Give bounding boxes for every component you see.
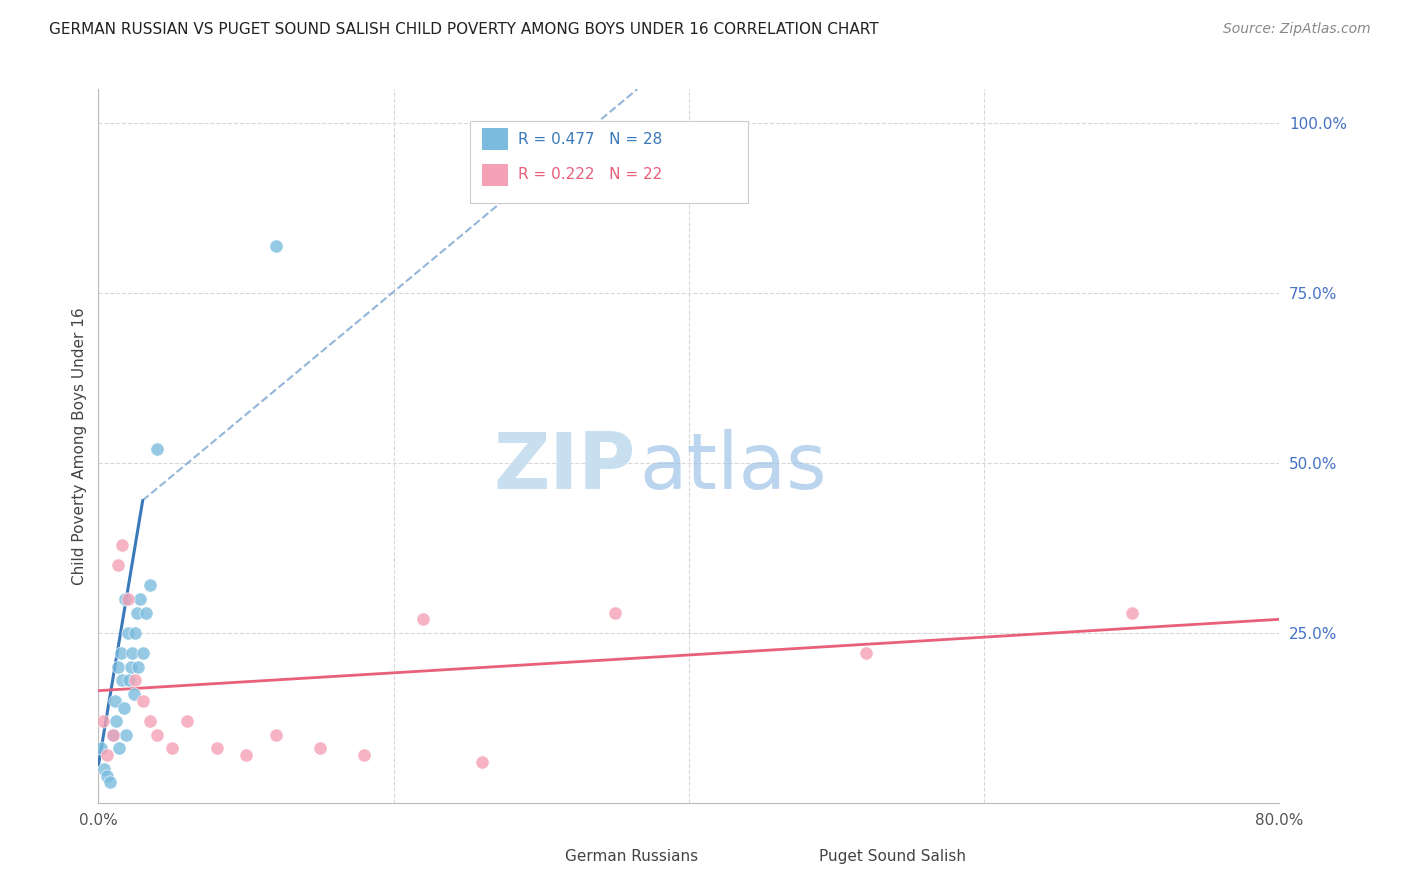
- Point: [111, 537, 134, 551]
- Text: Source: ZipAtlas.com: Source: ZipAtlas.com: [1223, 22, 1371, 37]
- Point: [139, 578, 162, 592]
- Point: [132, 694, 155, 708]
- Point: [264, 238, 287, 252]
- Text: R = 0.222   N = 22: R = 0.222 N = 22: [517, 168, 662, 182]
- Text: German Russians: German Russians: [565, 849, 697, 863]
- Point: [93, 762, 115, 776]
- Point: [121, 646, 143, 660]
- Point: [112, 700, 135, 714]
- Point: [855, 646, 877, 660]
- Text: Puget Sound Salish: Puget Sound Salish: [818, 849, 966, 863]
- Point: [114, 591, 136, 606]
- Point: [605, 606, 627, 620]
- FancyBboxPatch shape: [482, 164, 508, 186]
- Point: [1121, 606, 1143, 620]
- Point: [139, 714, 162, 729]
- Text: atlas: atlas: [640, 429, 827, 506]
- Point: [118, 673, 141, 688]
- Point: [264, 728, 287, 742]
- Point: [205, 741, 228, 756]
- Point: [235, 748, 257, 763]
- Point: [309, 741, 332, 756]
- Point: [117, 626, 139, 640]
- Point: [124, 626, 146, 640]
- Point: [90, 741, 112, 756]
- FancyBboxPatch shape: [471, 121, 748, 203]
- Point: [111, 673, 134, 688]
- Y-axis label: Child Poverty Among Boys Under 16: Child Poverty Among Boys Under 16: [72, 307, 87, 585]
- Point: [104, 694, 127, 708]
- Point: [176, 714, 198, 729]
- Point: [122, 687, 145, 701]
- Text: R = 0.477   N = 28: R = 0.477 N = 28: [517, 132, 662, 146]
- Point: [146, 728, 169, 742]
- Text: ZIP: ZIP: [494, 429, 636, 506]
- Point: [108, 741, 131, 756]
- Point: [117, 591, 139, 606]
- Point: [125, 606, 148, 620]
- Point: [115, 728, 138, 742]
- Point: [98, 775, 121, 789]
- Point: [135, 606, 157, 620]
- Point: [162, 741, 183, 756]
- Point: [146, 442, 169, 457]
- FancyBboxPatch shape: [482, 128, 508, 150]
- Point: [107, 660, 129, 674]
- Point: [127, 660, 149, 674]
- Point: [471, 755, 494, 769]
- Point: [107, 558, 129, 572]
- FancyBboxPatch shape: [536, 849, 557, 865]
- Point: [128, 591, 150, 606]
- Point: [103, 728, 125, 742]
- Point: [124, 673, 146, 688]
- Point: [110, 646, 132, 660]
- Point: [353, 748, 375, 763]
- Point: [96, 748, 118, 763]
- Point: [91, 714, 114, 729]
- Point: [105, 714, 128, 729]
- Point: [132, 646, 155, 660]
- FancyBboxPatch shape: [789, 849, 811, 865]
- Point: [412, 612, 434, 626]
- Point: [103, 728, 125, 742]
- Text: GERMAN RUSSIAN VS PUGET SOUND SALISH CHILD POVERTY AMONG BOYS UNDER 16 CORRELATI: GERMAN RUSSIAN VS PUGET SOUND SALISH CHI…: [49, 22, 879, 37]
- Point: [96, 769, 118, 783]
- Point: [120, 660, 142, 674]
